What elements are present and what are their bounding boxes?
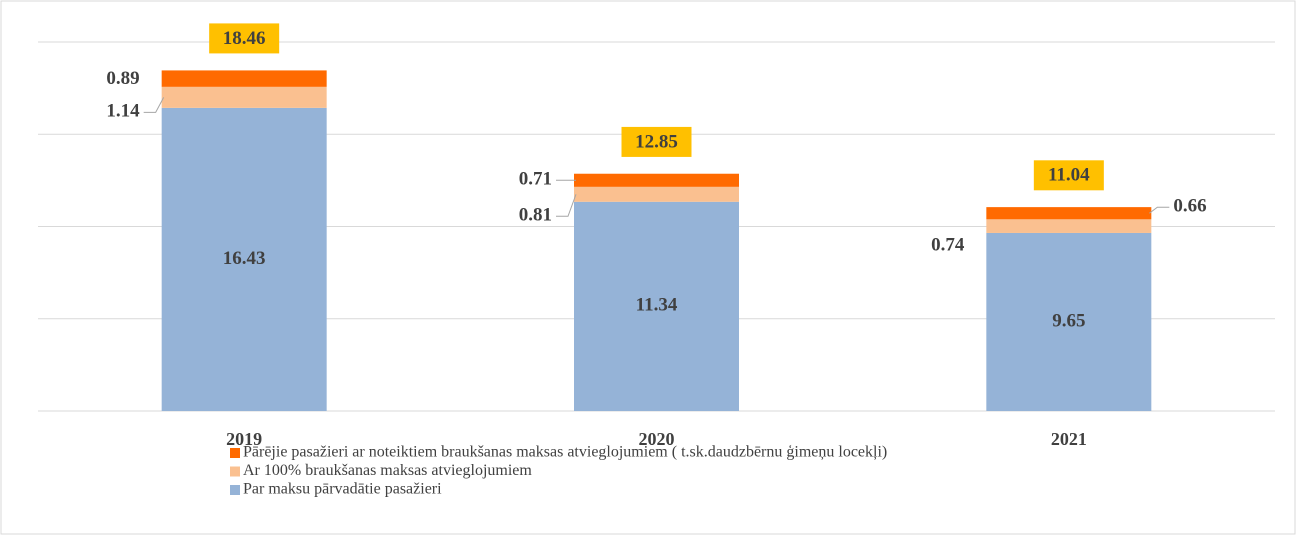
leader-line xyxy=(556,194,577,217)
x-tick-label: 2021 xyxy=(1051,429,1087,449)
data-label: 16.43 xyxy=(223,248,266,269)
x-tick-label: 2020 xyxy=(639,429,675,449)
data-label: 0.81 xyxy=(519,205,552,226)
leader-line xyxy=(143,97,165,113)
total-label: 12.85 xyxy=(635,131,678,152)
total-box xyxy=(1033,160,1104,191)
bar-segment xyxy=(986,207,1152,220)
data-label: 0.89 xyxy=(106,68,139,89)
total-box xyxy=(209,23,280,54)
legend-label: Ar 100% braukšanas maksas atvieglojumiem xyxy=(243,462,532,479)
bar-segment xyxy=(161,70,327,87)
total-label: 18.46 xyxy=(223,28,266,49)
data-label: 9.65 xyxy=(1052,310,1085,331)
data-label: 0.74 xyxy=(931,234,965,255)
bar-segment xyxy=(161,107,327,411)
bar-segment xyxy=(574,201,739,411)
bar-segment xyxy=(574,173,739,187)
bar-segment xyxy=(986,219,1152,233)
legend-label: Pārējie pasažieri ar noteiktiem braukšan… xyxy=(243,444,887,461)
total-label: 11.04 xyxy=(1048,165,1090,186)
data-label: 0.71 xyxy=(519,169,552,190)
data-label: 0.66 xyxy=(1173,196,1206,217)
bar-segment xyxy=(986,232,1152,411)
data-label: 11.34 xyxy=(636,295,678,316)
bar-segment xyxy=(574,186,739,202)
bar-segment xyxy=(161,86,327,108)
legend-label: Par maksu pārvadātie pasažieri xyxy=(243,481,442,498)
legend-swatch xyxy=(230,448,240,458)
x-tick-label: 2019 xyxy=(226,429,262,449)
total-box xyxy=(621,126,692,157)
leader-line xyxy=(1149,206,1170,214)
legend-swatch xyxy=(230,485,240,495)
data-label: 1.14 xyxy=(106,101,140,122)
legend-swatch xyxy=(230,466,240,477)
